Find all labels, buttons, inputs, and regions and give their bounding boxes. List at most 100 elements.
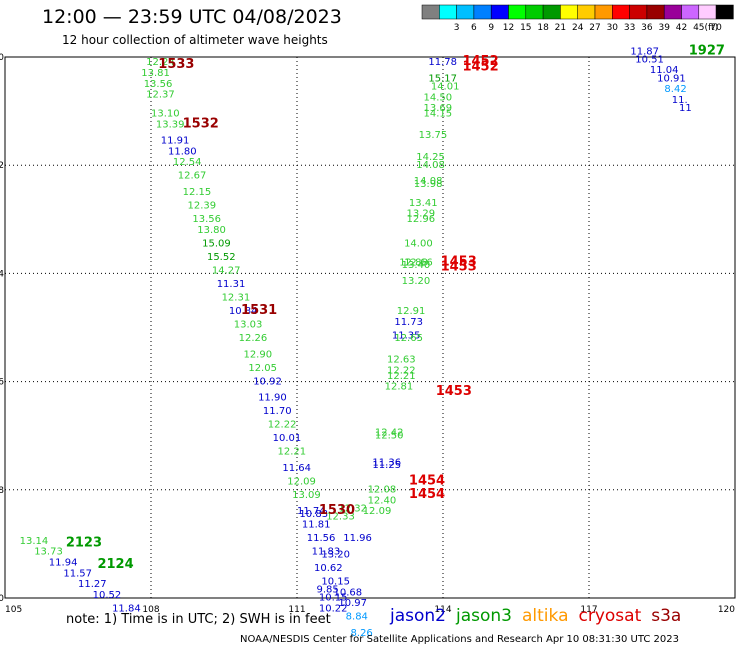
wave-height-point: 11.73 bbox=[394, 317, 423, 328]
wave-height-point: 12.90 bbox=[243, 349, 272, 360]
wave-height-point: 13.98 bbox=[414, 179, 443, 190]
color-swatch-label: 27 bbox=[589, 23, 600, 33]
wave-height-point: 8.84 bbox=[346, 612, 368, 623]
color-swatch bbox=[646, 4, 665, 20]
wave-height-point: 12.22 bbox=[268, 420, 297, 431]
pass-label: 1453 bbox=[441, 254, 477, 269]
wave-height-point: 10.62 bbox=[314, 563, 343, 574]
wave-height-point: 12.88 bbox=[399, 257, 428, 268]
wave-height-point: 12.66 bbox=[404, 257, 433, 268]
wave-height-point: 12.21 bbox=[278, 447, 307, 458]
footer-note: note: 1) Time is in UTC; 2) SWH is in fe… bbox=[66, 612, 331, 627]
wave-height-point: 12.33 bbox=[326, 512, 355, 523]
x-tick-label: 120 bbox=[718, 605, 735, 615]
page-title: 12:00 — 23:59 UTC 04/08/2023 bbox=[42, 6, 342, 28]
color-swatch-label: 6 bbox=[471, 23, 477, 33]
color-scale-unit: (ft) bbox=[705, 23, 719, 33]
pass-label: 1927 bbox=[689, 43, 725, 58]
y-tick-labels: -50 -52 -54 -56 -58 -60 bbox=[0, 53, 4, 604]
wave-height-point: 13.09 bbox=[292, 490, 321, 501]
mission-cryosat: cryosat bbox=[578, 606, 642, 626]
wave-height-point: 10.51 bbox=[635, 54, 664, 65]
wave-height-point: 11.81 bbox=[302, 520, 331, 531]
color-swatch-label: 21 bbox=[555, 23, 566, 33]
x-tick-label: 105 bbox=[5, 605, 22, 615]
wave-height-point: 11.70 bbox=[263, 406, 292, 417]
wave-height-point: 14.01 bbox=[431, 81, 460, 92]
color-swatch-label: 30 bbox=[607, 23, 619, 33]
color-swatch bbox=[681, 4, 700, 20]
x-tick-labels: 105 108 111 114 117 120 bbox=[5, 605, 735, 615]
mission-legend: jason2 jason3 altika cryosat s3a bbox=[390, 606, 691, 626]
wave-height-point: 11.80 bbox=[168, 146, 197, 157]
wave-height-point: 12.21 bbox=[387, 371, 416, 382]
wave-height-point: 8.42 bbox=[664, 84, 686, 95]
pass-label: 2124 bbox=[97, 557, 133, 572]
wave-height-point: 13.81 bbox=[141, 68, 170, 79]
mission-s3a: s3a bbox=[651, 606, 682, 626]
wave-height-point: 12.37 bbox=[146, 90, 175, 101]
wave-height-point: 11.87 bbox=[630, 46, 659, 57]
pass-label: 2123 bbox=[66, 536, 102, 551]
wave-height-point: 13.56 bbox=[192, 214, 221, 225]
wave-height-point: 9.85 bbox=[316, 585, 338, 596]
footer-credit: NOAA/NESDIS Center for Satellite Applica… bbox=[240, 634, 679, 645]
wave-height-point: 11.74 bbox=[297, 506, 326, 517]
wave-height-point: 13.14 bbox=[20, 536, 49, 547]
wave-height-point: 13.20 bbox=[321, 549, 350, 560]
color-swatch bbox=[715, 4, 734, 20]
color-swatch bbox=[560, 4, 578, 20]
wave-height-point: 12.31 bbox=[222, 292, 251, 303]
color-swatch bbox=[473, 4, 492, 20]
wave-height-point: 12.22 bbox=[387, 365, 416, 376]
wave-height-point: 11 bbox=[679, 103, 692, 114]
color-swatch bbox=[594, 4, 613, 20]
mission-jason2: jason2 bbox=[390, 606, 446, 626]
wave-height-point: 11.78 bbox=[428, 57, 457, 68]
wave-height-point: 10.01 bbox=[273, 433, 302, 444]
color-swatch-label: 9 bbox=[488, 23, 494, 33]
wave-height-point: 11.31 bbox=[217, 279, 246, 290]
wave-height-point: 13.80 bbox=[197, 225, 226, 236]
wave-height-point: 12.32 bbox=[338, 503, 367, 514]
wave-height-point: 12.42 bbox=[375, 428, 404, 439]
wave-height-point: 12.26 bbox=[239, 333, 268, 344]
wave-height-point: 12.54 bbox=[173, 157, 202, 168]
wave-height-point: 12.40 bbox=[368, 495, 397, 506]
wave-height-point: 13.39 bbox=[156, 119, 185, 130]
wave-height-point: 11.94 bbox=[49, 558, 78, 569]
wave-height-point: 15.09 bbox=[202, 238, 231, 249]
wave-height-point: 11.25 bbox=[372, 460, 401, 471]
x-tick-label: 117 bbox=[580, 605, 597, 615]
wave-height-point: 12.09 bbox=[363, 506, 392, 517]
y-tick-label: -56 bbox=[0, 378, 4, 388]
wave-height-point: 12.09 bbox=[287, 476, 316, 487]
pass-label: 1454 bbox=[409, 487, 445, 502]
color-swatch bbox=[612, 4, 630, 20]
wave-height-point: 14.25 bbox=[416, 152, 445, 163]
wave-height-point: 14.50 bbox=[424, 92, 453, 103]
wave-height-point: 10.22 bbox=[319, 604, 348, 615]
wave-height-point: 14.00 bbox=[404, 238, 433, 249]
wave-height-point: 11. bbox=[672, 95, 688, 106]
wave-height-point: 14.15 bbox=[424, 109, 453, 120]
color-swatch-label: 42 bbox=[676, 23, 687, 33]
wave-height-point: 12.63 bbox=[387, 355, 416, 366]
color-swatch-label: 3 bbox=[454, 23, 460, 33]
color-swatch-label: 33 bbox=[624, 23, 635, 33]
pass-labels: 1533153215311530145214521453145314531454… bbox=[66, 43, 725, 572]
wave-height-point: 12.39 bbox=[188, 200, 217, 211]
color-swatch-label: 12 bbox=[503, 23, 514, 33]
wave-height-point: 13.29 bbox=[407, 209, 436, 220]
color-swatch-label: 36 bbox=[641, 23, 653, 33]
wave-height-point: 14.27 bbox=[212, 265, 241, 276]
wave-height-point: 12.08 bbox=[368, 485, 397, 496]
wave-height-point: 12.50 bbox=[375, 430, 404, 441]
wave-height-point: 10.91 bbox=[657, 73, 686, 84]
color-swatch bbox=[508, 4, 527, 20]
pass-label: 1530 bbox=[319, 503, 355, 518]
wave-height-point: 14.08 bbox=[414, 176, 443, 187]
wave-height-point: 12.24 bbox=[146, 57, 175, 68]
color-swatch bbox=[698, 4, 717, 20]
y-tick-label: -50 bbox=[0, 53, 4, 63]
